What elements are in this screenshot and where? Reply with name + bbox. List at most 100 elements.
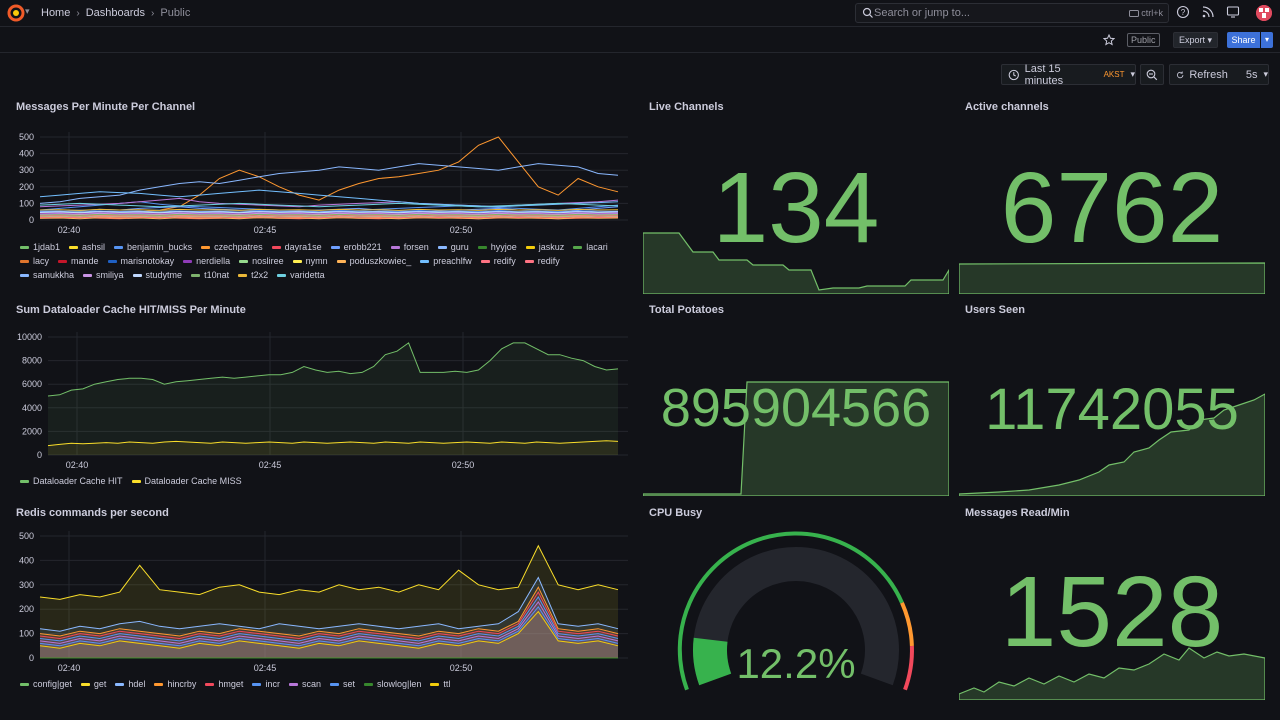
legend-item[interactable]: Dataloader Cache HIT — [20, 476, 123, 486]
live-channels-title[interactable]: Live Channels — [649, 101, 724, 113]
series-line — [39, 163, 619, 204]
legend-item[interactable]: guru — [437, 242, 469, 252]
breadcrumb-dashboards[interactable]: Dashboards — [85, 7, 146, 19]
legend-swatch — [330, 245, 340, 249]
active-channels-title[interactable]: Active channels — [965, 101, 1049, 113]
legend-item[interactable]: poduszkowiec_ — [336, 256, 411, 266]
legend-item[interactable]: jaskuz — [525, 242, 564, 252]
active-channels-value: 6762 — [1000, 152, 1224, 264]
legend-item[interactable]: 1jdab1 — [20, 242, 60, 252]
chevron-down-icon[interactable]: ▾ — [25, 6, 30, 16]
breadcrumb-home[interactable]: Home — [41, 7, 71, 19]
legend-item[interactable]: mande — [58, 256, 99, 266]
legend-item[interactable]: dayra1se — [271, 242, 322, 252]
messages-panel-title[interactable]: Messages Per Minute Per Channel — [16, 101, 196, 113]
legend-item[interactable]: set — [329, 679, 355, 689]
users-seen-title[interactable]: Users Seen — [965, 304, 1025, 316]
legend-label: set — [342, 679, 355, 689]
legend-item[interactable]: forsen — [390, 242, 429, 252]
search-input[interactable] — [874, 5, 1104, 21]
y-tick-label: 0 — [29, 653, 34, 663]
x-tick-label: 02:45 — [259, 460, 282, 470]
legend-item[interactable]: nosliree — [239, 256, 284, 266]
legend-swatch — [336, 259, 346, 263]
legend-item[interactable]: config|get — [20, 679, 72, 689]
legend-item[interactable]: erobb221 — [330, 242, 382, 252]
legend-item[interactable]: Dataloader Cache MISS — [131, 476, 242, 486]
legend-item[interactable]: slowlog|len — [363, 679, 421, 689]
legend-item[interactable]: lacari — [573, 242, 608, 252]
series-area — [40, 592, 618, 658]
x-tick-label: 02:50 — [450, 663, 473, 673]
time-range-label: Last 15 minutes — [1024, 62, 1064, 87]
help-icon[interactable]: ? — [1176, 5, 1190, 19]
legend-label: samukkha — [33, 270, 75, 280]
legend-item[interactable]: ashsil — [69, 242, 105, 252]
legend-label: incr — [265, 679, 280, 689]
legend-item[interactable]: smiliya — [83, 270, 124, 280]
legend-item[interactable]: marisnotokay — [107, 256, 174, 266]
legend-item[interactable]: samukkha — [20, 270, 74, 280]
legend-item[interactable]: benjamin_bucks — [114, 242, 192, 252]
legend-swatch — [525, 245, 535, 249]
star-icon[interactable] — [1103, 34, 1115, 46]
legend-swatch — [524, 259, 534, 263]
legend-label: t2x2 — [251, 270, 269, 280]
legend-item[interactable]: redify — [524, 256, 560, 266]
user-avatar[interactable] — [1256, 5, 1272, 21]
cpu-busy-title[interactable]: CPU Busy — [649, 507, 703, 519]
monitor-icon[interactable] — [1226, 5, 1240, 19]
legend-item[interactable]: studytme — [132, 270, 182, 280]
refresh-picker[interactable]: Refresh 5s ▾ — [1169, 64, 1269, 85]
y-tick-label: 400 — [19, 149, 34, 159]
x-tick-label: 02:50 — [450, 225, 473, 235]
legend-item[interactable]: t10nat — [191, 270, 229, 280]
legend-item[interactable]: hincrby — [154, 679, 196, 689]
legend-item[interactable]: nerdiella — [183, 256, 230, 266]
messages-read-title[interactable]: Messages Read/Min — [965, 507, 1070, 519]
legend-item[interactable]: lacy — [20, 256, 49, 266]
legend-item[interactable]: varidetta — [277, 270, 325, 280]
rss-feed-icon[interactable] — [1201, 5, 1215, 19]
legend-swatch — [480, 259, 490, 263]
y-tick-label: 6000 — [22, 379, 42, 389]
legend-item[interactable]: incr — [252, 679, 280, 689]
x-tick-label: 02:50 — [452, 460, 475, 470]
messages-chart-legend: 1jdab1 ashsil benjamin_bucks czechpatres day… — [20, 242, 620, 280]
legend-item[interactable]: hyyjoe — [477, 242, 517, 252]
legend-item[interactable]: redify — [480, 256, 516, 266]
redis-panel-title[interactable]: Redis commands per second — [16, 507, 169, 519]
legend-item[interactable]: scan — [288, 679, 321, 689]
legend-item[interactable]: nymn — [292, 256, 328, 266]
legend-item[interactable]: preachlfw — [420, 256, 472, 266]
chevron-down-icon: ▾ — [1207, 35, 1213, 45]
live-channels-sparkline — [643, 232, 949, 294]
search-bar[interactable]: ctrl+k — [855, 3, 1169, 23]
series-line — [39, 213, 619, 216]
gauge-track — [693, 547, 899, 686]
legend-swatch — [420, 259, 430, 263]
legend-item[interactable]: hmget — [205, 679, 243, 689]
keyboard-shortcut: ctrl+k — [1129, 8, 1163, 18]
public-badge: Public — [1127, 33, 1160, 47]
series-line — [47, 440, 619, 447]
export-button[interactable]: Export ▾ — [1173, 32, 1219, 48]
share-button[interactable]: Share — [1227, 32, 1260, 48]
legend-label: hyyjoe — [490, 242, 517, 252]
legend-item[interactable]: t2x2 — [238, 270, 268, 280]
time-range-picker[interactable]: Last 15 minutes AKST ▾ — [1001, 62, 1136, 87]
total-potatoes-title[interactable]: Total Potatoes — [649, 304, 724, 316]
legend-item[interactable]: ttl — [430, 679, 450, 689]
grafana-logo-icon[interactable] — [7, 4, 25, 22]
share-dropdown-button[interactable]: ▾ — [1261, 32, 1273, 48]
legend-item[interactable]: czechpatres — [201, 242, 263, 252]
legend-item[interactable]: hdel — [115, 679, 145, 689]
y-tick-label: 500 — [19, 132, 34, 142]
y-tick-label: 300 — [19, 580, 34, 590]
legend-label: varidetta — [290, 270, 325, 280]
refresh-icon — [1177, 71, 1184, 78]
dataloader-panel-title[interactable]: Sum Dataloader Cache HIT/MISS Per Minute — [16, 304, 246, 316]
zoom-out-button[interactable] — [1140, 64, 1164, 85]
legend-item[interactable]: get — [80, 679, 106, 689]
series-line — [39, 210, 619, 213]
